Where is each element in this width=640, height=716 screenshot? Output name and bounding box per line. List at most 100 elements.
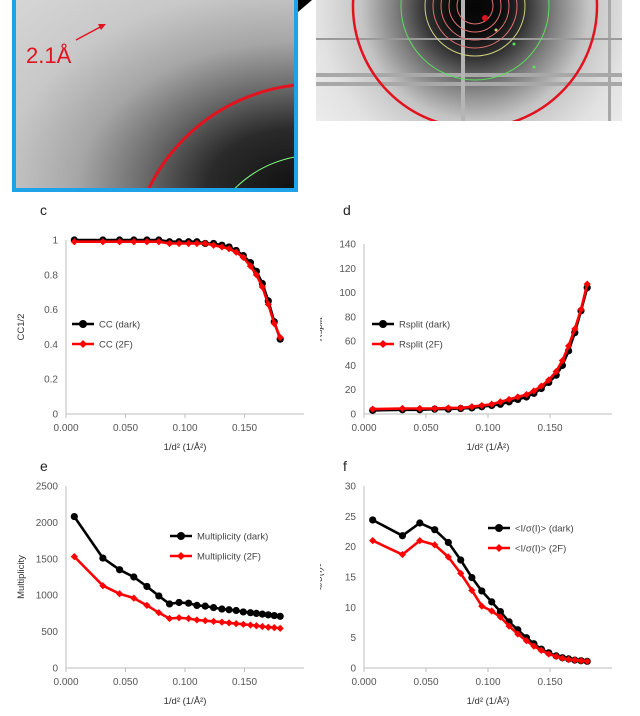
data-point: [209, 603, 218, 612]
data-point: [201, 617, 209, 625]
data-point: [184, 614, 193, 623]
data-point: [468, 574, 476, 582]
diffraction-zoom-overlay: 2.1Å: [26, 24, 294, 188]
i-over-sigma-chart: 0 5 10 15 20 25 30 0.000 0.050 0.100 0.150 1/d² (1/…: [320, 482, 612, 707]
series-line: [372, 539, 588, 663]
legend-entry: <I/σ(I)> (dark): [515, 524, 574, 535]
diffraction-image-full: [316, 0, 622, 121]
x-axis-label: 1/d² (1/Å²): [164, 696, 207, 707]
data-point: [209, 241, 218, 249]
inner-ring: [448, 0, 502, 33]
data-point: [514, 393, 522, 401]
y-tick-label: 40: [345, 361, 357, 372]
data-point: [488, 598, 496, 606]
data-point: [218, 605, 226, 613]
multiplicity-chart: 0 500 1000 1500 2000 2500 0.000 0.050 0.100 0.150…: [16, 482, 304, 707]
diffraction-full-overlay: [316, 0, 622, 121]
data-point: [99, 554, 107, 562]
y-tick-label: 1000: [36, 591, 59, 602]
data-point: [258, 283, 266, 291]
inner-ring: [234, 156, 294, 188]
diffraction-image-zoom: 2.1Å: [12, 0, 298, 192]
x-tick-label: 0.100: [172, 423, 197, 434]
x-axis-label: 1/d² (1/Å²): [164, 442, 207, 453]
data-point: [239, 620, 247, 628]
inner-ring: [456, 0, 494, 25]
legend-entry: Rsplit (2F): [399, 340, 443, 351]
data-point: [225, 245, 233, 253]
y-tick-label: 2500: [36, 482, 59, 493]
data-point: [252, 622, 260, 630]
x-axis-label: 1/d² (1/Å²): [467, 442, 510, 453]
resolution-ring: [351, 0, 599, 121]
data-point: [246, 609, 255, 617]
y-tick-label: 0: [350, 664, 356, 675]
data-point: [130, 238, 138, 246]
inner-ring: [432, 0, 518, 49]
data-point: [577, 305, 585, 314]
y-tick-label: 80: [345, 312, 357, 323]
y-axis-label: Multiplicity: [16, 555, 27, 599]
corner-wedge-shape: [298, 0, 312, 12]
data-point: [155, 592, 163, 600]
data-point: [232, 619, 240, 628]
detector-gap: [316, 38, 622, 40]
x-tick-label: 0.050: [413, 677, 438, 688]
data-point: [130, 573, 138, 581]
data-point: [115, 238, 124, 246]
pointer-arrow: [75, 24, 105, 41]
data-point: [193, 601, 201, 609]
rsplit-chart: 0 20 40 60 80 100 120 140 0.000 0.050 0.100 0.150 1/…: [320, 240, 612, 453]
corner-wedge: [298, 0, 312, 12]
data-point: [218, 618, 226, 626]
data-point: [239, 608, 247, 616]
data-point: [70, 238, 78, 246]
data-point: [496, 607, 504, 616]
data-point: [264, 611, 272, 619]
y-tick-label: 1: [52, 236, 58, 247]
legend-entry: Multiplicity (dark): [197, 532, 268, 543]
data-point: [478, 587, 486, 595]
spot-marker: [512, 42, 516, 46]
data-point: [252, 609, 260, 617]
legend-swatch-marker: [79, 340, 87, 348]
data-point: [155, 238, 163, 246]
x-tick-label: 0.150: [537, 677, 562, 688]
data-point: [175, 598, 183, 607]
y-tick-label: 20: [345, 542, 357, 553]
legend-entry: Multiplicity (2F): [197, 552, 261, 563]
data-point: [565, 342, 573, 350]
y-tick-label: 100: [339, 288, 356, 299]
data-point: [252, 271, 260, 279]
data-point: [175, 239, 183, 248]
data-point: [478, 602, 486, 610]
data-point: [232, 248, 240, 256]
data-point: [552, 367, 560, 376]
data-point: [225, 606, 233, 614]
data-point: [218, 243, 226, 251]
x-tick-label: 0.150: [537, 423, 562, 434]
legend-entry: <I/σ(I)> (2F): [515, 544, 566, 555]
x-tick-label: 0.000: [53, 423, 78, 434]
y-tick-label: 0.2: [44, 375, 58, 386]
detector-gap: [316, 82, 622, 86]
y-tick-label: 1500: [36, 554, 59, 565]
spot-marker: [494, 28, 498, 32]
data-point: [258, 622, 266, 631]
x-tick-label: 0.050: [113, 677, 138, 688]
data-point: [193, 616, 201, 624]
y-tick-label: 120: [339, 264, 356, 275]
data-point: [99, 238, 107, 246]
data-point: [225, 619, 233, 627]
data-point: [398, 550, 407, 559]
y-tick-label: 2000: [36, 518, 59, 529]
x-tick-label: 0.000: [351, 677, 376, 688]
y-axis-label: <I/σ(I)>: [320, 561, 325, 593]
detector-gap: [608, 0, 611, 121]
data-point: [478, 401, 486, 410]
data-point: [270, 611, 278, 620]
data-point: [369, 516, 377, 524]
x-tick-label: 0.100: [172, 677, 197, 688]
legend-swatch-marker: [379, 340, 387, 348]
y-tick-label: 0.8: [44, 270, 58, 281]
